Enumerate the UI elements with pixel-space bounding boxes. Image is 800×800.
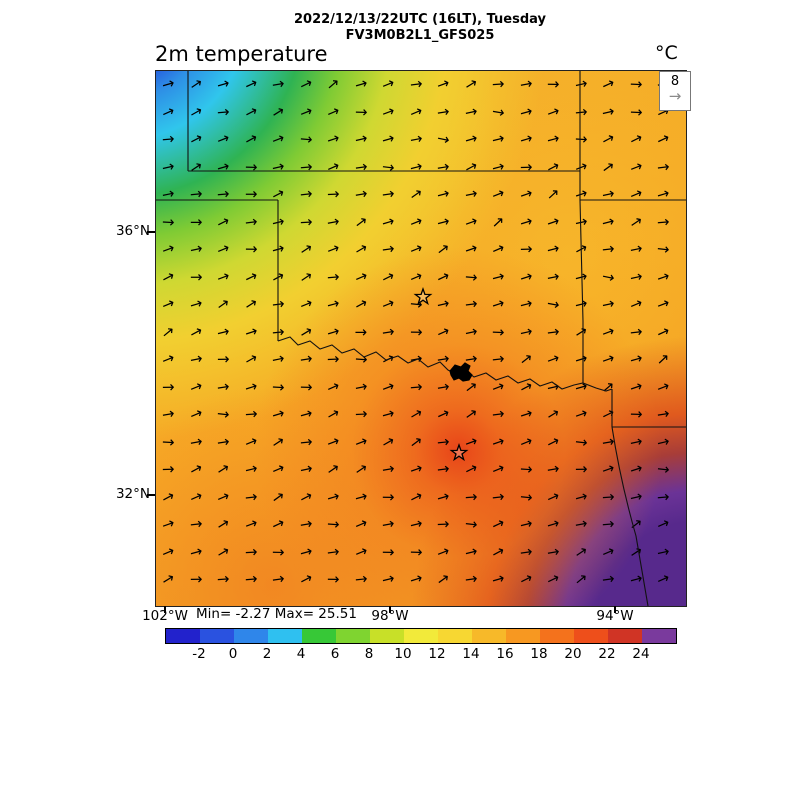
lon-label-94w: 94°W — [596, 608, 634, 624]
state-border-sabine — [611, 426, 649, 606]
colorbar-segment — [200, 629, 234, 643]
wind-reference-box: 8 → — [659, 71, 691, 111]
colorbar-segment — [642, 629, 676, 643]
lat-label-36n: 36°N — [115, 223, 150, 239]
colorbar-segment — [166, 629, 200, 643]
colorbar-segment — [336, 629, 370, 643]
colorbar-segment — [438, 629, 472, 643]
lat-tick-36n — [147, 231, 155, 233]
red-river-boundary — [277, 336, 613, 392]
colorbar-segment — [370, 629, 404, 643]
star-marker-north — [413, 287, 433, 306]
colorbar-segment — [404, 629, 438, 643]
colorbar — [165, 628, 677, 644]
colorbar-tick-label: 2 — [262, 646, 272, 662]
colorbar-tick-label: 8 — [364, 646, 374, 662]
colorbar-tick-label: 14 — [462, 646, 480, 662]
lake-blob — [449, 362, 473, 382]
wind-arrows-layer: → → → → → → → → → → → → → → → → → → → → → → → → → → → → → → → → → → → → → → → →… — [156, 71, 686, 606]
wind-reference-value: 8 — [670, 74, 680, 89]
colorbar-segment — [506, 629, 540, 643]
colorbar-tick-label: 12 — [428, 646, 446, 662]
minmax-stats: Min= -2.27 Max= 25.51 — [196, 606, 357, 622]
colorbar-tick-label: -2 — [192, 646, 206, 662]
colorbar-tick-label: 20 — [564, 646, 582, 662]
state-border-ok-ar — [579, 199, 584, 383]
wind-reference-arrow-icon: → — [668, 87, 682, 105]
colorbar-segment — [574, 629, 608, 643]
colorbar-tick-label: 6 — [330, 646, 340, 662]
colorbar-tick-label: 16 — [496, 646, 514, 662]
lon-label-102w: 102°W — [142, 608, 188, 624]
units-label: °C — [655, 42, 678, 64]
colorbar-tick-label: 0 — [228, 646, 238, 662]
colorbar-tick-label: 24 — [632, 646, 650, 662]
temperature-field — [156, 71, 686, 606]
colorbar-segment — [234, 629, 268, 643]
lon-tick-98w — [389, 606, 391, 613]
lat-label-32n: 32°N — [115, 486, 150, 502]
lon-label-98w: 98°W — [371, 608, 409, 624]
colorbar-tick-label: 18 — [530, 646, 548, 662]
plot-title: 2m temperature — [155, 42, 328, 66]
datetime-title: 2022/12/13/22UTC (16LT), Tuesday — [293, 12, 547, 27]
colorbar-segment — [302, 629, 336, 643]
map-area: → → → → → → → → → → → → → → → → → → → → → → → → → → → → → → → → → → → → → → → →… — [155, 70, 687, 607]
colorbar-tick-label: 22 — [598, 646, 616, 662]
colorbar-segment — [608, 629, 642, 643]
lat-tick-32n — [147, 494, 155, 496]
colorbar-segment — [268, 629, 302, 643]
star-marker-south — [449, 443, 469, 462]
lon-tick-94w — [614, 606, 616, 613]
colorbar-segment — [472, 629, 506, 643]
map-overlay — [156, 71, 686, 606]
colorbar-segment — [540, 629, 574, 643]
colorbar-tick-label: 4 — [296, 646, 306, 662]
model-title: FV3M0B2L1_GFS025 — [345, 28, 495, 43]
lon-tick-102w — [164, 606, 166, 613]
colorbar-tick-label: 10 — [394, 646, 412, 662]
colorbar-labels: -2 0 2 4 6 8 10 12 14 16 18 20 22 24 — [165, 646, 675, 662]
wind-arrow-icon: → — [354, 322, 368, 341]
